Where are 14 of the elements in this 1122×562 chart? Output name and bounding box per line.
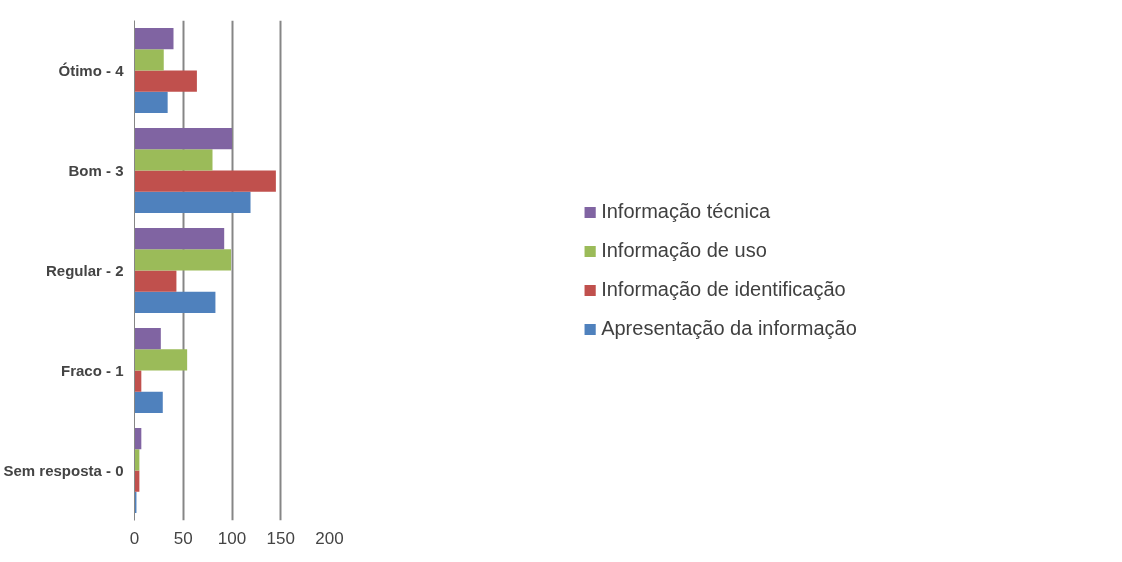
x-tick-label: 100 <box>217 528 247 548</box>
y-tick-label: Bom - 3 <box>68 162 124 179</box>
x-tick-label: 200 <box>315 528 344 548</box>
y-tick-label: Sem resposta - 0 <box>3 462 124 479</box>
legend-label: Informação de uso <box>601 239 767 262</box>
x-tick-label: 150 <box>266 528 295 548</box>
x-tick-label: 50 <box>173 528 193 548</box>
y-tick-label: Ótimo - 4 <box>58 62 125 79</box>
legend-label: Informação técnica <box>601 200 771 223</box>
y-tick-label: Fraco - 1 <box>60 362 124 379</box>
y-tick-label: Regular - 2 <box>45 262 124 279</box>
legend-label: Apresentação da informação <box>601 317 857 340</box>
x-tick-label: 0 <box>129 528 140 548</box>
legend-label: Informação de identificação <box>601 278 846 301</box>
